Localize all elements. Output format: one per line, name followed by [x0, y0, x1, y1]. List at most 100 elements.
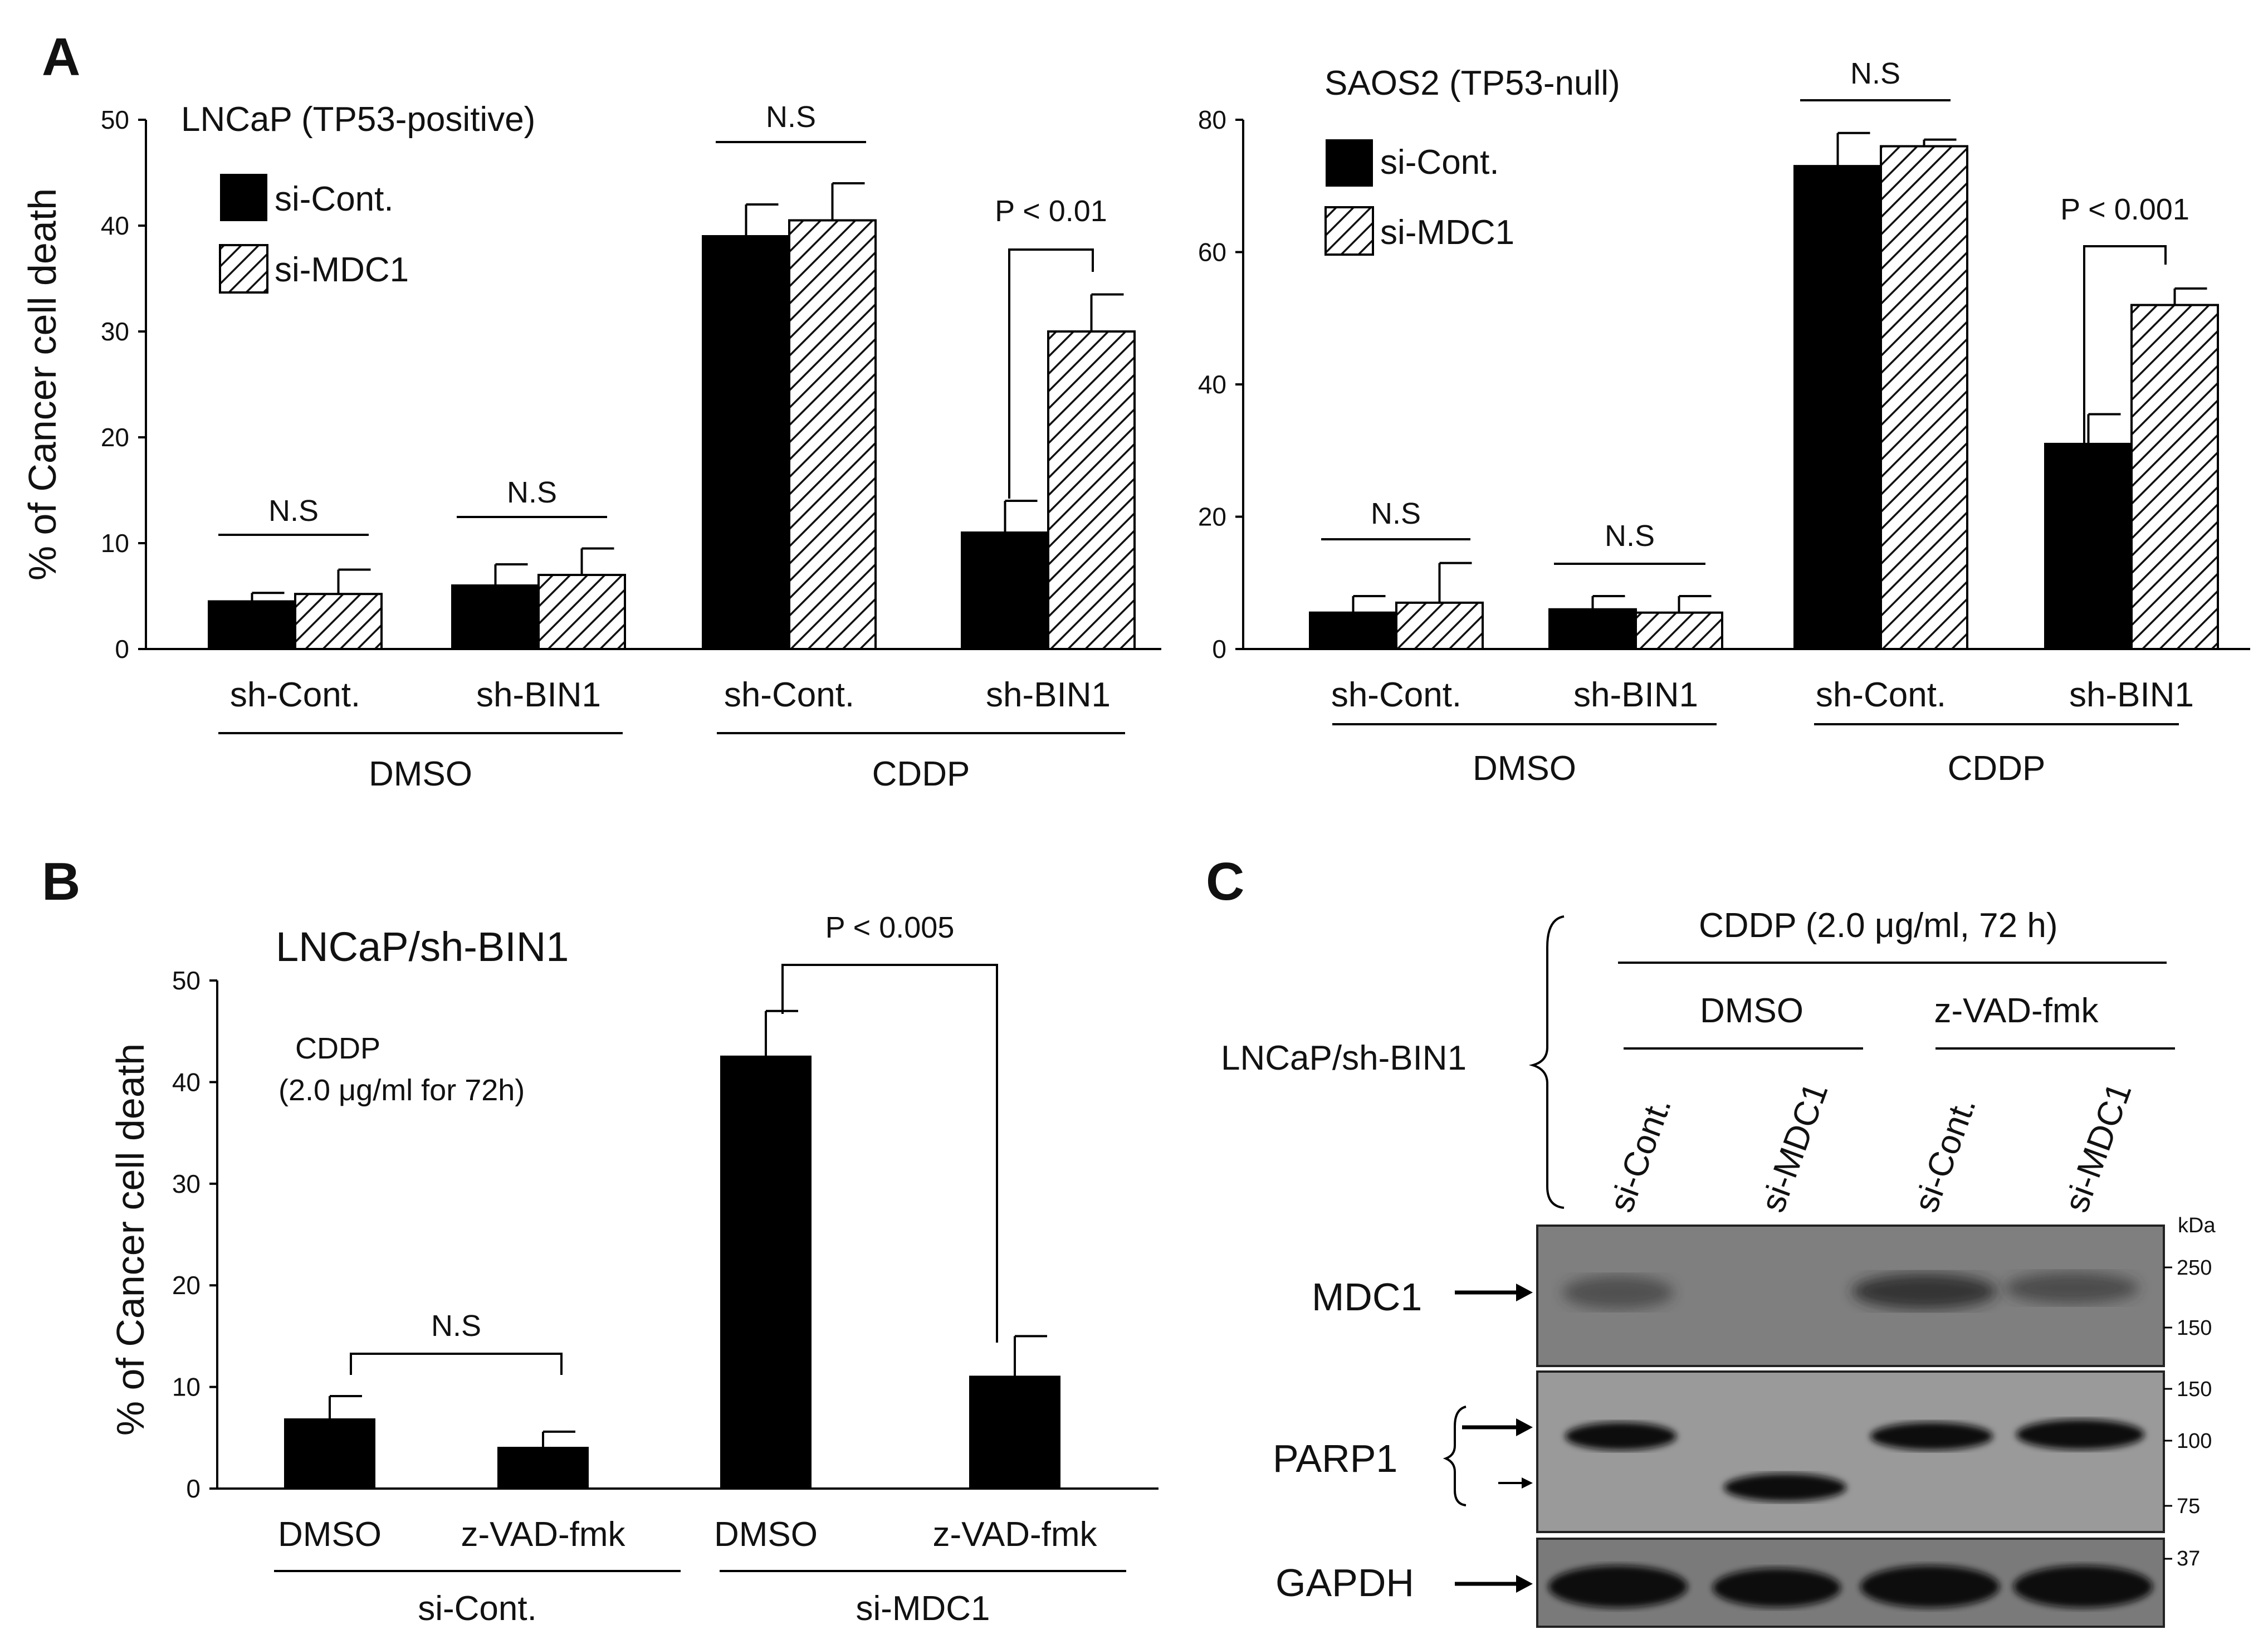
panel-letter-c: C: [1206, 852, 1244, 911]
a-left-significance-label: N.S: [766, 100, 816, 134]
blot-lane-1-label: si-Cont.: [1602, 1092, 1679, 1217]
blot-gapdh-band-lane-1: [1548, 1565, 1688, 1608]
a-left-significance-label: P < 0.01: [995, 194, 1107, 228]
a-right-group-label: CDDP: [1948, 749, 2046, 788]
blot-cell-line: LNCaP/sh-BIN1: [1221, 1039, 1467, 1077]
a-left-bar-si-cont: [702, 235, 790, 650]
blot-arrowhead-parp1-full: [1516, 1418, 1533, 1436]
a-right-significance-bracket: [2083, 245, 2167, 495]
chart-a-right-title: SAOS2 (TP53-null): [1324, 64, 1620, 103]
legend-label-si-cont: si-Cont.: [275, 180, 394, 218]
b-y-tick-label: 20: [172, 1271, 201, 1300]
blot-marker-100: 100: [2177, 1430, 2212, 1453]
blot-kda-unit: kDa: [2178, 1214, 2216, 1237]
blot-condition-zvad: z-VAD-fmk: [1934, 992, 2099, 1030]
a-left-group-label: CDDP: [872, 755, 970, 793]
blot-marker-150-a: 150: [2177, 1316, 2212, 1340]
b-significance-bracket: [350, 1353, 563, 1375]
a-left-significance-label: N.S: [507, 476, 557, 509]
b-significance-bracket: [781, 964, 998, 1343]
a-right-group-label: DMSO: [1473, 749, 1576, 788]
legend-label-si-mdc1-right: si-MDC1: [1380, 213, 1514, 252]
blot-condition-dmso: DMSO: [1700, 992, 1803, 1030]
legend-swatch-si-mdc1: [219, 244, 268, 294]
a-left-category-label: sh-BIN1: [986, 676, 1111, 714]
a-left-y-tick-label: 20: [101, 423, 129, 452]
a-right-y-tick-label: 0: [1212, 635, 1226, 664]
blot-parp1-band-lane-1: [1565, 1422, 1676, 1450]
western-blot: CDDP (2.0 μg/ml, 72 h) DMSO z-VAD-fmk LN…: [1221, 906, 2216, 1628]
b-y-tick-label: 40: [172, 1067, 201, 1096]
b-category-label: z-VAD-fmk: [932, 1515, 1097, 1554]
b-category-label: DMSO: [278, 1515, 382, 1554]
chart-a-right: SAOS2 (TP53-null) si-Cont. si-MDC1 0 20 40…: [1198, 57, 2250, 788]
b-category-label: z-VAD-fmk: [461, 1515, 625, 1554]
b-significance-label: N.S: [431, 1309, 481, 1343]
a-right-bar-si-mdc1: [1880, 145, 1968, 650]
a-left-category-label: sh-Cont.: [230, 676, 360, 714]
a-left-significance-bracket: [1008, 248, 1094, 499]
a-left-significance-label: N.S: [268, 494, 319, 528]
b-y-tick-label: 10: [172, 1373, 201, 1402]
blot-arrowhead-parp1-cleaved: [1522, 1477, 1533, 1489]
blot-gapdh-band-lane-4: [2013, 1565, 2153, 1608]
blot-parp1-brace: [1443, 1406, 1467, 1506]
blot-arrowhead-mdc1: [1516, 1284, 1533, 1301]
blot-gapdh-band-lane-2: [1713, 1568, 1841, 1607]
chart-a-left-title: LNCaP (TP53-positive): [181, 100, 535, 139]
a-right-category-label: sh-BIN1: [1573, 676, 1698, 714]
a-left-y-tick-label: 0: [115, 635, 129, 664]
blot-arrowhead-gapdh: [1516, 1575, 1533, 1593]
a-left-category-label: sh-BIN1: [476, 676, 601, 714]
blot-treatment: CDDP (2.0 μg/ml, 72 h): [1699, 906, 2057, 945]
a-left-y-tick-label: 30: [101, 317, 129, 346]
legend-swatch-si-cont: [220, 174, 267, 221]
blot-cell-line-brace: [1528, 915, 1565, 1209]
b-bar-si-cont: [284, 1418, 375, 1490]
chart-a-left-y-label: % of Cancer cell death: [21, 188, 64, 580]
blot-lane-3-label: si-Cont.: [1907, 1092, 1983, 1217]
legend-label-si-cont-right: si-Cont.: [1380, 143, 1499, 182]
blot-marker-75: 75: [2177, 1495, 2200, 1518]
legend-label-si-mdc1: si-MDC1: [275, 251, 409, 289]
chart-b-y-label: % of Cancer cell death: [109, 1043, 152, 1436]
blot-mdc1-band-lane-4: [2005, 1272, 2139, 1304]
blot-lane-4-label: si-MDC1: [2057, 1078, 2139, 1217]
a-left-bar-si-cont: [208, 600, 296, 650]
blot-marker-150-b: 150: [2177, 1378, 2212, 1401]
a-right-bar-si-cont: [2044, 442, 2133, 650]
blot-row-label-parp1: PARP1: [1273, 1437, 1397, 1480]
b-bar-si-cont: [720, 1055, 812, 1490]
a-right-category-label: sh-BIN1: [2069, 676, 2194, 714]
a-left-bar-si-mdc1: [537, 574, 626, 650]
blot-mdc1-band-lane-1: [1562, 1276, 1674, 1309]
chart-a-left: LNCaP (TP53-positive) % of Cancer cell d…: [21, 100, 1161, 793]
a-left-bar-si-cont: [961, 531, 1049, 650]
blot-lane-2-label: si-MDC1: [1753, 1078, 1835, 1217]
a-right-y-tick-label: 60: [1198, 238, 1226, 267]
a-right-significance-label: N.S: [1605, 519, 1655, 553]
b-y-tick-label: 50: [172, 966, 201, 995]
a-right-bar-si-cont: [1309, 611, 1397, 650]
b-group-label: si-Cont.: [418, 1589, 537, 1628]
chart-b: LNCaP/sh-BIN1 CDDP (2.0 μg/ml for 72h) %…: [109, 911, 1159, 1628]
b-y-tick-label: 0: [186, 1474, 201, 1503]
panel-letter-a: A: [42, 27, 80, 87]
a-right-bar-si-mdc1: [2130, 304, 2219, 650]
a-right-y-tick-label: 40: [1198, 370, 1226, 399]
legend-swatch-si-mdc1-right: [1324, 206, 1374, 256]
a-right-bar-si-cont: [1548, 608, 1637, 650]
a-right-significance-label: N.S: [1850, 57, 1900, 90]
legend-swatch-si-cont-right: [1326, 139, 1373, 187]
a-right-bar-si-cont: [1793, 165, 1882, 650]
a-right-y-tick-label: 20: [1198, 503, 1226, 531]
blot-parp1-band-lane-4: [2016, 1419, 2144, 1450]
b-category-label: DMSO: [714, 1515, 818, 1554]
b-bar-si-cont: [497, 1447, 589, 1490]
a-right-y-tick-label: 80: [1198, 105, 1226, 134]
a-left-bar-si-mdc1: [294, 593, 383, 650]
blot-marker-37: 37: [2177, 1547, 2200, 1570]
a-right-category-label: sh-Cont.: [1331, 676, 1462, 714]
b-bar-si-cont: [969, 1375, 1060, 1490]
